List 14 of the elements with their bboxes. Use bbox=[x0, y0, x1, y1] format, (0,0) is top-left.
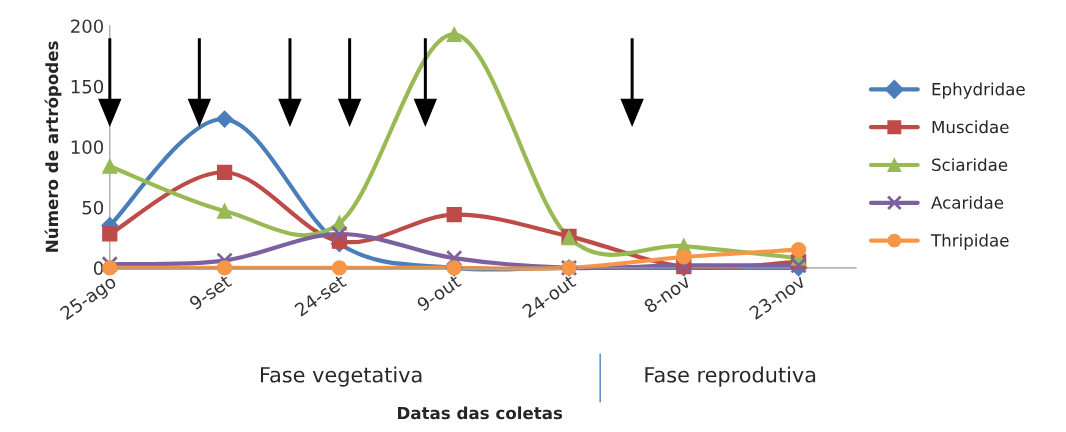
y-tick-label: 0 bbox=[93, 261, 104, 275]
legend-label: Ephydridae bbox=[932, 82, 1025, 99]
legend-label: Sciaridae bbox=[932, 158, 1008, 172]
y-tick-label: 100 bbox=[71, 140, 104, 154]
legend-label: Muscidae bbox=[932, 120, 1009, 134]
text: Datas das coletas bbox=[398, 406, 563, 420]
legend-label: Thripidae bbox=[930, 233, 1009, 250]
y-tick-label: 50 bbox=[82, 200, 104, 215]
text: Fase reprodutiva bbox=[645, 366, 816, 387]
y-tick-label: 150 bbox=[71, 79, 104, 94]
text: Fase vegetativa bbox=[261, 366, 422, 387]
y-axis-title: Número de artrópodes bbox=[44, 41, 62, 252]
legend-label: Acaridae bbox=[931, 195, 1004, 209]
y-tick-label: 200 bbox=[71, 19, 104, 34]
